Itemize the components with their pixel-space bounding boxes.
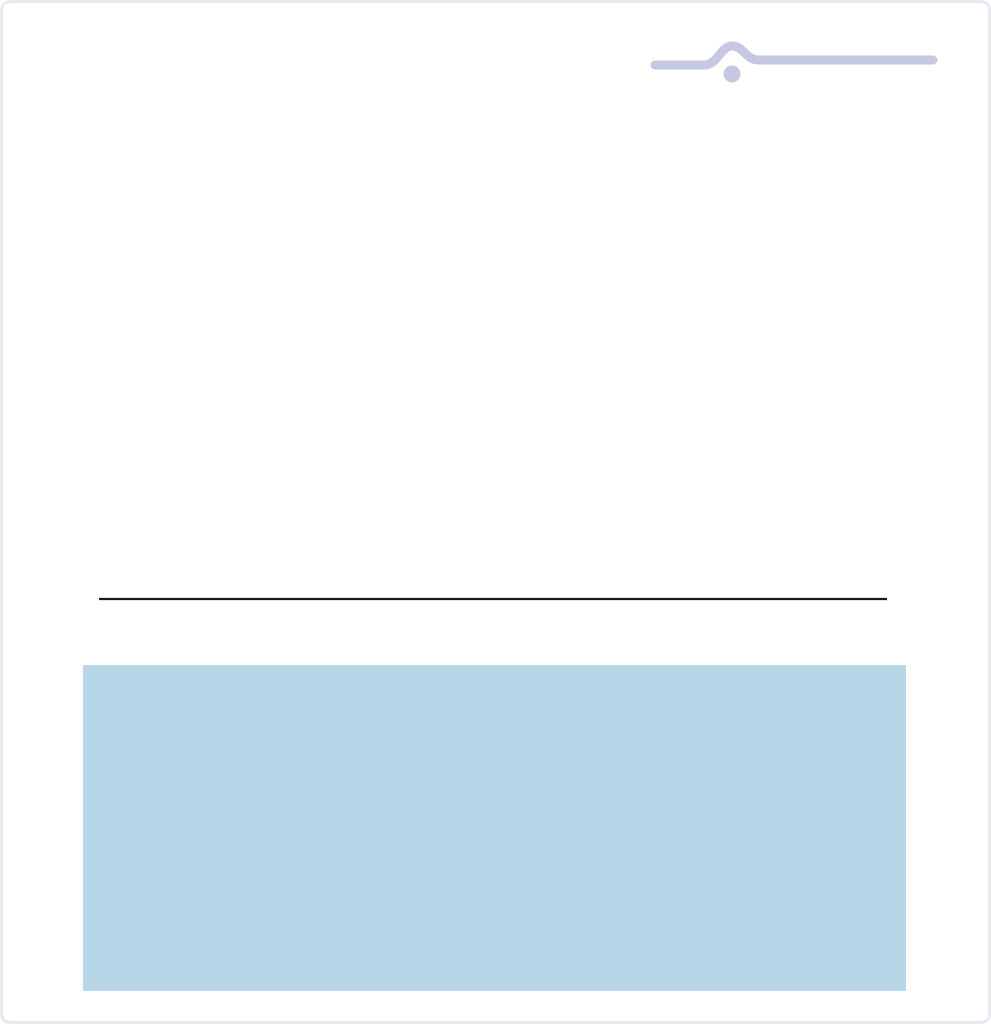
table-row: [83, 787, 906, 815]
conditions-table: [83, 665, 906, 991]
table-row: [83, 927, 906, 955]
logo-peak-curve: [650, 41, 938, 70]
logo-i-dot: [723, 65, 741, 83]
chromatogram: [99, 597, 887, 601]
table-row: [83, 899, 906, 927]
table-row: [83, 815, 906, 843]
table-row: [83, 675, 906, 703]
table-row: [83, 843, 906, 871]
table-row: [83, 759, 906, 787]
table-row: [83, 731, 906, 759]
table-row: [83, 955, 906, 983]
table-row: [83, 871, 906, 899]
sielc-logo: [650, 41, 938, 83]
table-row: [83, 703, 906, 731]
